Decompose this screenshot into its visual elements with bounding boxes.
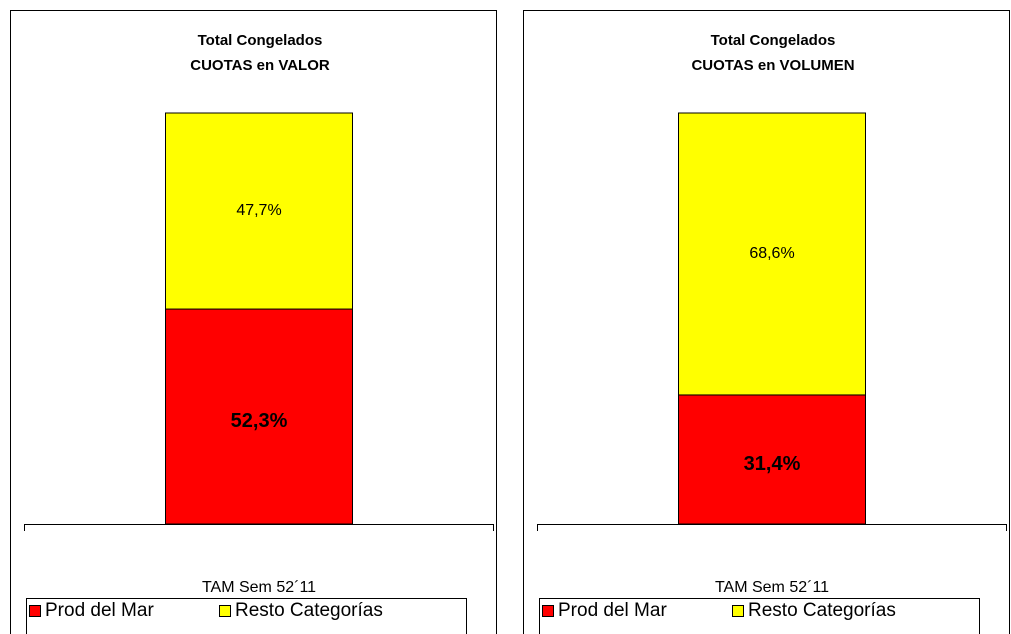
chart-frame <box>10 10 497 634</box>
data-label: 52,3% <box>231 410 288 432</box>
chart-title: CUOTAS en VALOR <box>190 57 330 74</box>
data-label: 31,4% <box>744 453 801 475</box>
bar-segment <box>678 112 866 396</box>
legend-swatch <box>542 605 554 617</box>
legend-label: Resto Categorías <box>748 600 896 621</box>
x-tick-label: TAM Sem 52´11 <box>715 579 829 596</box>
x-tick-label: TAM Sem 52´11 <box>202 579 316 596</box>
legend-label: Prod del Mar <box>558 600 667 621</box>
bar-segment <box>165 308 353 525</box>
chart-title: CUOTAS en VOLUMEN <box>691 57 854 74</box>
chart-frame <box>523 10 1010 634</box>
bar-segment <box>165 112 353 310</box>
legend-box <box>26 598 467 634</box>
chart-title: Total Congelados <box>711 32 836 49</box>
legend-label: Resto Categorías <box>235 600 383 621</box>
chart-title: Total Congelados <box>198 32 323 49</box>
legend-swatch <box>219 605 231 617</box>
data-label: 47,7% <box>236 202 281 219</box>
legend-swatch <box>29 605 41 617</box>
data-label: 68,6% <box>749 245 794 262</box>
legend-label: Prod del Mar <box>45 600 154 621</box>
legend-swatch <box>732 605 744 617</box>
legend-box <box>539 598 980 634</box>
